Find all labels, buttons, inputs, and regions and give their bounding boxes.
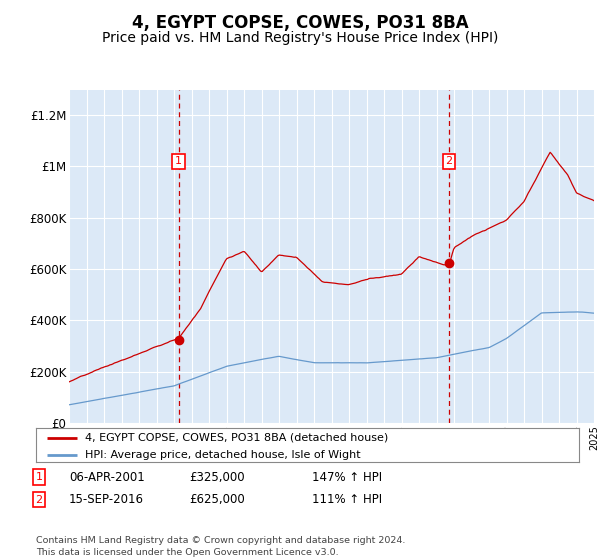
- Text: £325,000: £325,000: [189, 470, 245, 484]
- Text: 1: 1: [175, 156, 182, 166]
- Text: Contains HM Land Registry data © Crown copyright and database right 2024.
This d: Contains HM Land Registry data © Crown c…: [36, 536, 406, 557]
- Text: 15-SEP-2016: 15-SEP-2016: [69, 493, 144, 506]
- Text: Price paid vs. HM Land Registry's House Price Index (HPI): Price paid vs. HM Land Registry's House …: [102, 31, 498, 45]
- Text: HPI: Average price, detached house, Isle of Wight: HPI: Average price, detached house, Isle…: [85, 450, 361, 460]
- Text: 1: 1: [35, 472, 43, 482]
- Text: 2: 2: [445, 156, 452, 166]
- Text: 111% ↑ HPI: 111% ↑ HPI: [312, 493, 382, 506]
- Text: 2: 2: [35, 494, 43, 505]
- Text: 4, EGYPT COPSE, COWES, PO31 8BA (detached house): 4, EGYPT COPSE, COWES, PO31 8BA (detache…: [85, 433, 388, 443]
- Text: £625,000: £625,000: [189, 493, 245, 506]
- Text: 4, EGYPT COPSE, COWES, PO31 8BA: 4, EGYPT COPSE, COWES, PO31 8BA: [131, 14, 469, 32]
- Text: 147% ↑ HPI: 147% ↑ HPI: [312, 470, 382, 484]
- Text: 06-APR-2001: 06-APR-2001: [69, 470, 145, 484]
